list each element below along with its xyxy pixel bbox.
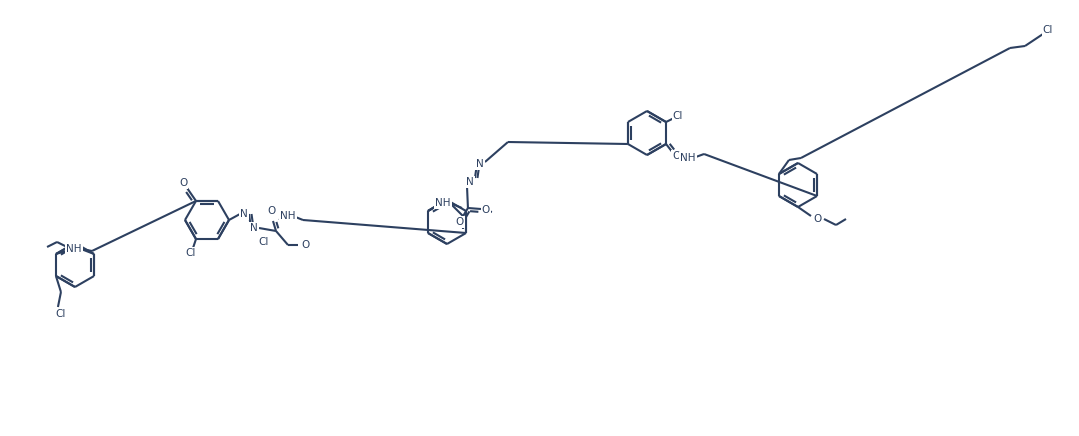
Text: N: N — [466, 177, 474, 187]
Text: N: N — [241, 209, 248, 219]
Text: NH: NH — [66, 244, 82, 254]
Text: NH: NH — [281, 211, 296, 221]
Text: NH: NH — [680, 153, 696, 163]
Text: NH: NH — [435, 198, 451, 208]
Text: O: O — [179, 178, 187, 188]
Text: N: N — [476, 159, 483, 169]
Text: O: O — [71, 243, 79, 253]
Text: O: O — [672, 151, 680, 161]
Text: O: O — [455, 217, 464, 227]
Text: O: O — [268, 206, 276, 216]
Text: Cl: Cl — [259, 237, 269, 247]
Text: Cl: Cl — [186, 248, 196, 258]
Text: Cl: Cl — [673, 111, 683, 121]
Text: Cl: Cl — [56, 309, 66, 319]
Text: O: O — [302, 240, 310, 250]
Text: Cl: Cl — [1042, 25, 1053, 35]
Text: O: O — [482, 205, 490, 215]
Text: N: N — [250, 223, 258, 233]
Text: O: O — [814, 214, 822, 224]
